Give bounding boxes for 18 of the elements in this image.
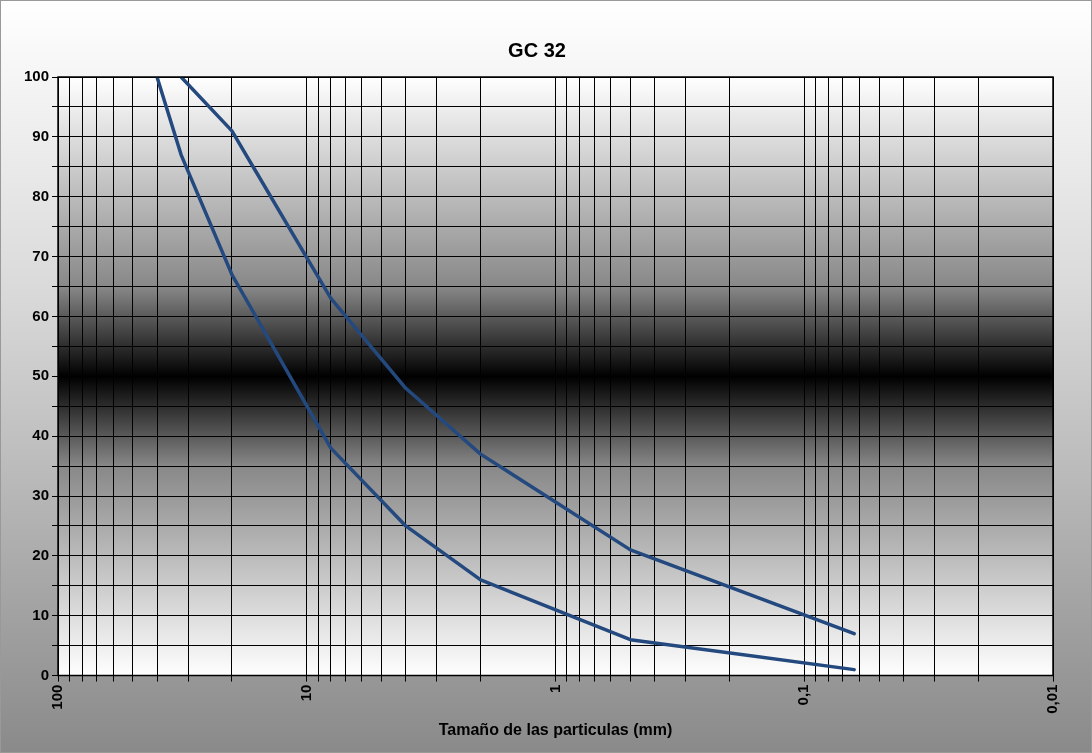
y-tick-label: 10: [32, 605, 50, 623]
x-tick-label: 1: [545, 684, 563, 693]
y-tick-label: 40: [32, 426, 50, 444]
y-tick-label: 20: [32, 546, 50, 564]
x-tick-label: 0,01: [1043, 684, 1061, 714]
y-tick-label: 30: [32, 486, 50, 504]
y-tick-label: 0: [40, 665, 50, 683]
y-tick-label: 50: [32, 366, 50, 384]
y-tick-label: 80: [32, 186, 50, 204]
x-tick-label: 10: [296, 684, 314, 702]
y-tick-label: 60: [32, 306, 50, 324]
x-axis-title: Tamaño de las particulas (mm): [438, 720, 673, 738]
y-tick-label: 70: [32, 246, 50, 264]
chart-title: GC 32: [508, 38, 566, 61]
x-tick-label: 100: [48, 684, 66, 710]
y-tick-label: 90: [32, 127, 50, 144]
y-tick-label: 100: [24, 67, 50, 85]
x-tick-label: 0,1: [794, 684, 812, 706]
